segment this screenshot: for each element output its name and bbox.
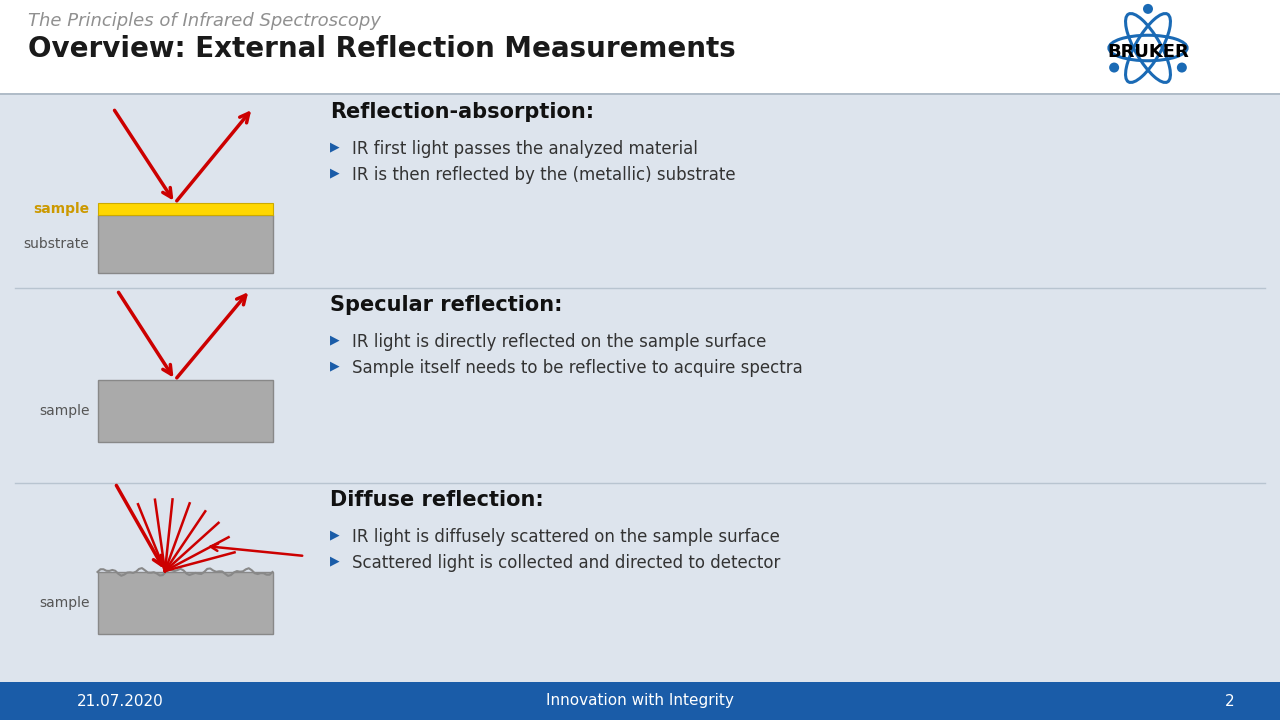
Bar: [0, 93, 1280, 95]
Bar: [97, 203, 273, 215]
Text: IR is then reflected by the (metallic) substrate: IR is then reflected by the (metallic) s…: [352, 166, 736, 184]
Text: ▶: ▶: [330, 554, 339, 567]
Text: The Principles of Infrared Spectroscopy: The Principles of Infrared Spectroscopy: [28, 12, 381, 30]
Text: ▶: ▶: [330, 333, 339, 346]
Text: Scattered light is collected and directed to detector: Scattered light is collected and directe…: [352, 554, 781, 572]
Circle shape: [1110, 63, 1119, 73]
Text: IR first light passes the analyzed material: IR first light passes the analyzed mater…: [352, 140, 698, 158]
Bar: [0, 682, 1280, 720]
Text: 2: 2: [1225, 693, 1235, 708]
Bar: [97, 215, 273, 273]
Text: IR light is directly reflected on the sample surface: IR light is directly reflected on the sa…: [352, 333, 767, 351]
Bar: [97, 572, 273, 634]
Text: sample: sample: [33, 202, 90, 216]
Text: sample: sample: [38, 404, 90, 418]
Circle shape: [1176, 63, 1187, 73]
Text: ▶: ▶: [330, 140, 339, 153]
Text: sample: sample: [38, 596, 90, 610]
Text: ▶: ▶: [330, 166, 339, 179]
Text: Specular reflection:: Specular reflection:: [330, 295, 562, 315]
Bar: [97, 380, 273, 442]
Text: Diffuse reflection:: Diffuse reflection:: [330, 490, 544, 510]
Text: Reflection-absorption:: Reflection-absorption:: [330, 102, 594, 122]
Text: Innovation with Integrity: Innovation with Integrity: [547, 693, 733, 708]
Text: BRUKER: BRUKER: [1107, 43, 1189, 61]
Text: 21.07.2020: 21.07.2020: [77, 693, 164, 708]
Text: ▶: ▶: [330, 528, 339, 541]
Text: substrate: substrate: [24, 237, 90, 251]
Bar: [0, 0, 1280, 120]
Text: ▶: ▶: [330, 359, 339, 372]
Text: Overview: External Reflection Measurements: Overview: External Reflection Measuremen…: [28, 35, 736, 63]
Circle shape: [1143, 4, 1153, 14]
Text: IR light is diffusely scattered on the sample surface: IR light is diffusely scattered on the s…: [352, 528, 780, 546]
Bar: [0, 95, 1280, 682]
Text: Sample itself needs to be reflective to acquire spectra: Sample itself needs to be reflective to …: [352, 359, 803, 377]
